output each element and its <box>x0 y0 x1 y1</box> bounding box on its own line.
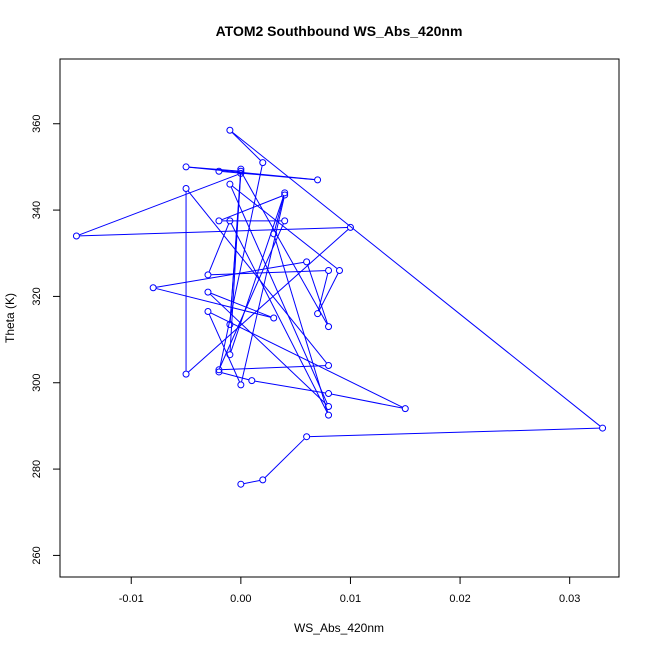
data-point <box>226 180 234 188</box>
series-segment <box>241 173 328 325</box>
data-point <box>237 165 245 173</box>
data-point <box>325 267 333 275</box>
data-point <box>270 230 278 238</box>
y-tick-label: 360 <box>31 115 43 133</box>
series-segment <box>187 190 327 364</box>
series-segment <box>210 312 403 408</box>
data-point <box>270 314 278 322</box>
series-segment <box>307 264 328 324</box>
data-point <box>182 185 190 192</box>
data-point <box>401 405 409 413</box>
data-point <box>237 381 245 389</box>
data-point <box>303 433 311 441</box>
data-point <box>237 480 245 488</box>
series-segment <box>156 261 304 288</box>
data-point <box>281 189 289 197</box>
data-point <box>237 169 245 177</box>
data-point <box>204 308 212 316</box>
data-point <box>314 310 322 318</box>
data-point <box>325 361 333 369</box>
series-segment <box>318 273 339 312</box>
data-point <box>314 176 322 184</box>
data-point <box>215 217 223 225</box>
data-point <box>226 351 234 359</box>
series-segment <box>254 380 326 394</box>
chart-title: ATOM2 Southbound WS_Abs_420nm <box>216 23 463 39</box>
data-point <box>182 370 190 378</box>
y-tick-label: 300 <box>31 374 43 392</box>
data-point <box>325 323 333 331</box>
data-point <box>215 366 223 374</box>
data-point <box>182 163 190 171</box>
data-point <box>303 258 311 266</box>
data-point <box>204 271 212 279</box>
series-segment <box>221 372 249 381</box>
series-segment <box>274 195 285 231</box>
series-segment <box>221 195 282 221</box>
data-point <box>248 377 256 385</box>
data-point <box>215 167 223 175</box>
series-segment <box>219 165 263 369</box>
data-point <box>226 217 234 225</box>
y-axis: 260 280 300 320 340 360 <box>31 115 61 565</box>
data-point <box>325 390 333 398</box>
data-point <box>259 476 267 484</box>
series-segment <box>208 223 230 273</box>
series-segment <box>209 293 327 405</box>
data-point <box>259 159 267 167</box>
series-segment <box>230 186 328 404</box>
data-point <box>226 126 234 134</box>
series-segment <box>243 480 260 485</box>
x-axis-label: WS_Abs_420nm <box>294 621 384 635</box>
data-point <box>149 284 157 292</box>
series-segment <box>241 197 285 382</box>
series-segment <box>188 229 349 373</box>
series-segment <box>264 438 305 478</box>
x-tick-label: 0.02 <box>449 593 470 605</box>
x-tick-label: 0.00 <box>230 593 251 605</box>
data-point <box>336 267 343 275</box>
series-segment <box>231 132 261 161</box>
series-segment <box>230 223 328 413</box>
data-point <box>237 167 245 175</box>
x-tick-label: 0.03 <box>559 593 580 605</box>
y-tick-label: 320 <box>31 287 43 305</box>
data-point <box>599 424 607 432</box>
series-segment <box>79 174 239 236</box>
y-tick-label: 260 <box>31 546 43 564</box>
series-segment <box>79 226 348 237</box>
data-point <box>325 402 333 410</box>
series-segment <box>317 273 329 311</box>
x-tick-label: 0.01 <box>340 593 361 605</box>
data-point <box>72 232 80 240</box>
data-point <box>226 320 234 328</box>
data-point <box>215 368 223 376</box>
data-point <box>204 288 212 296</box>
y-tick-label: 340 <box>31 201 43 219</box>
x-tick-label: -0.01 <box>119 593 144 605</box>
series-segment <box>210 292 271 318</box>
series-segment <box>208 314 241 383</box>
series-segment <box>309 427 600 438</box>
data-point <box>281 191 289 199</box>
data-point <box>325 411 333 419</box>
data-point <box>346 223 354 231</box>
data-series <box>72 126 607 488</box>
data-point <box>281 217 289 225</box>
plot-frame <box>59 58 620 578</box>
series-segment <box>331 393 403 409</box>
series-segment <box>211 270 326 276</box>
series-segment <box>222 365 326 371</box>
y-axis-label: Theta (K) <box>3 293 17 343</box>
series-segment <box>232 131 601 427</box>
x-axis: -0.01 0.00 0.01 0.02 0.03 <box>119 576 580 605</box>
series-segment <box>232 185 338 269</box>
y-tick-label: 280 <box>31 460 43 478</box>
series-segment <box>156 288 271 318</box>
